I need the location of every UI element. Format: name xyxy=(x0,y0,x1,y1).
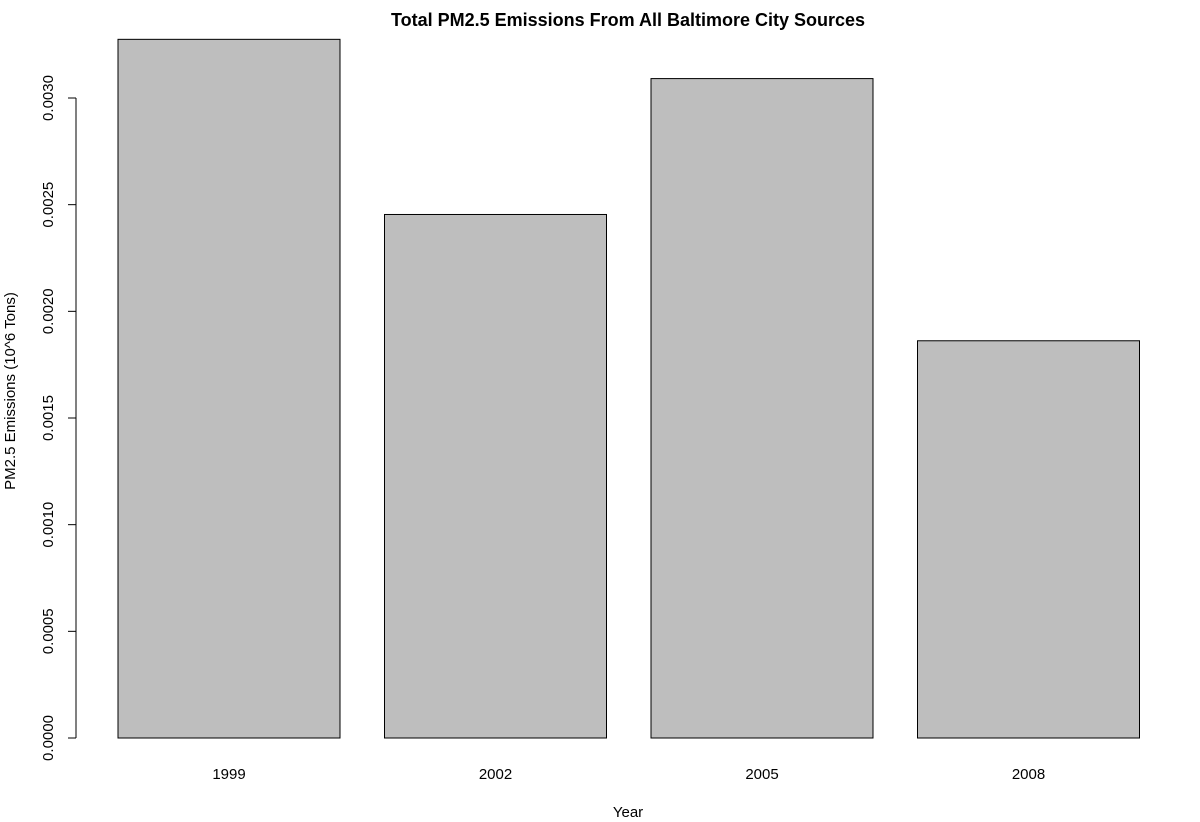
x-tick-label: 2002 xyxy=(479,766,512,783)
x-tick-label: 1999 xyxy=(212,766,245,783)
bar-2005 xyxy=(650,78,874,739)
bar-2002 xyxy=(384,213,607,739)
chart-title: Total PM2.5 Emissions From All Baltimore… xyxy=(391,10,865,30)
y-tick-label: 0.0025 xyxy=(40,182,57,228)
x-tick-labels: 1999 2002 2005 2008 xyxy=(212,766,1045,783)
y-tick-label: 0.0010 xyxy=(40,502,57,548)
y-tick-label: 0.0020 xyxy=(40,288,57,334)
y-axis-label: PM2.5 Emissions (10^6 Tons) xyxy=(2,292,19,490)
bar-2008 xyxy=(917,340,1140,739)
y-axis: 0.0000 0.0005 0.0010 0.0015 0.0020 0.0025 0.00… xyxy=(40,75,77,761)
y-tick-label: 0.0000 xyxy=(40,715,57,761)
y-tick-label: 0.0005 xyxy=(40,608,57,654)
bars-group xyxy=(117,38,1140,739)
x-tick-label: 2005 xyxy=(745,766,778,783)
y-tick-label: 0.0030 xyxy=(40,75,57,121)
y-tick-label: 0.0015 xyxy=(40,395,57,441)
x-tick-label: 2008 xyxy=(1012,766,1045,783)
bar-1999 xyxy=(117,38,341,739)
x-axis-label: Year xyxy=(613,804,643,821)
